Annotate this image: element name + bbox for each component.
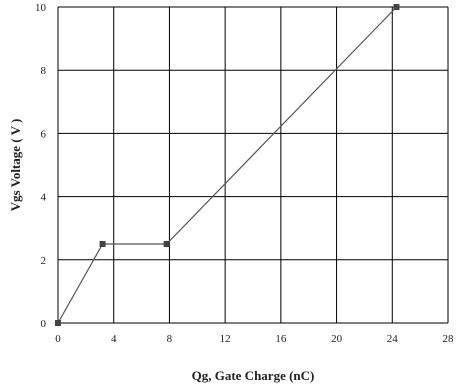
x-tick-label: 0 xyxy=(55,333,61,345)
y-tick-label: 2 xyxy=(41,255,47,267)
y-tick-label: 8 xyxy=(41,65,47,77)
y-tick-label: 10 xyxy=(35,2,47,14)
x-tick-label: 20 xyxy=(331,333,343,345)
series-line xyxy=(57,6,397,324)
data-point xyxy=(55,320,61,326)
x-tick-label: 16 xyxy=(275,333,287,345)
data-point xyxy=(393,4,400,10)
x-axis-title: Qg, Gate Charge (nC) xyxy=(192,368,315,383)
axes xyxy=(57,7,448,324)
x-tick-label: 28 xyxy=(443,333,455,345)
y-tick-label: 4 xyxy=(41,192,47,204)
data-point xyxy=(163,241,170,247)
x-tick-label: 24 xyxy=(387,333,399,345)
data-point xyxy=(99,241,106,247)
x-tick-label: 8 xyxy=(167,333,173,345)
y-axis-title: Vgs Voltage ( V ) xyxy=(8,119,23,212)
y-tick-label: 6 xyxy=(41,128,47,140)
y-tick-label: 0 xyxy=(41,318,47,330)
series-layer xyxy=(55,4,400,326)
x-tick-label: 12 xyxy=(220,333,231,345)
x-tick-label: 4 xyxy=(111,333,117,345)
grid xyxy=(58,6,449,323)
